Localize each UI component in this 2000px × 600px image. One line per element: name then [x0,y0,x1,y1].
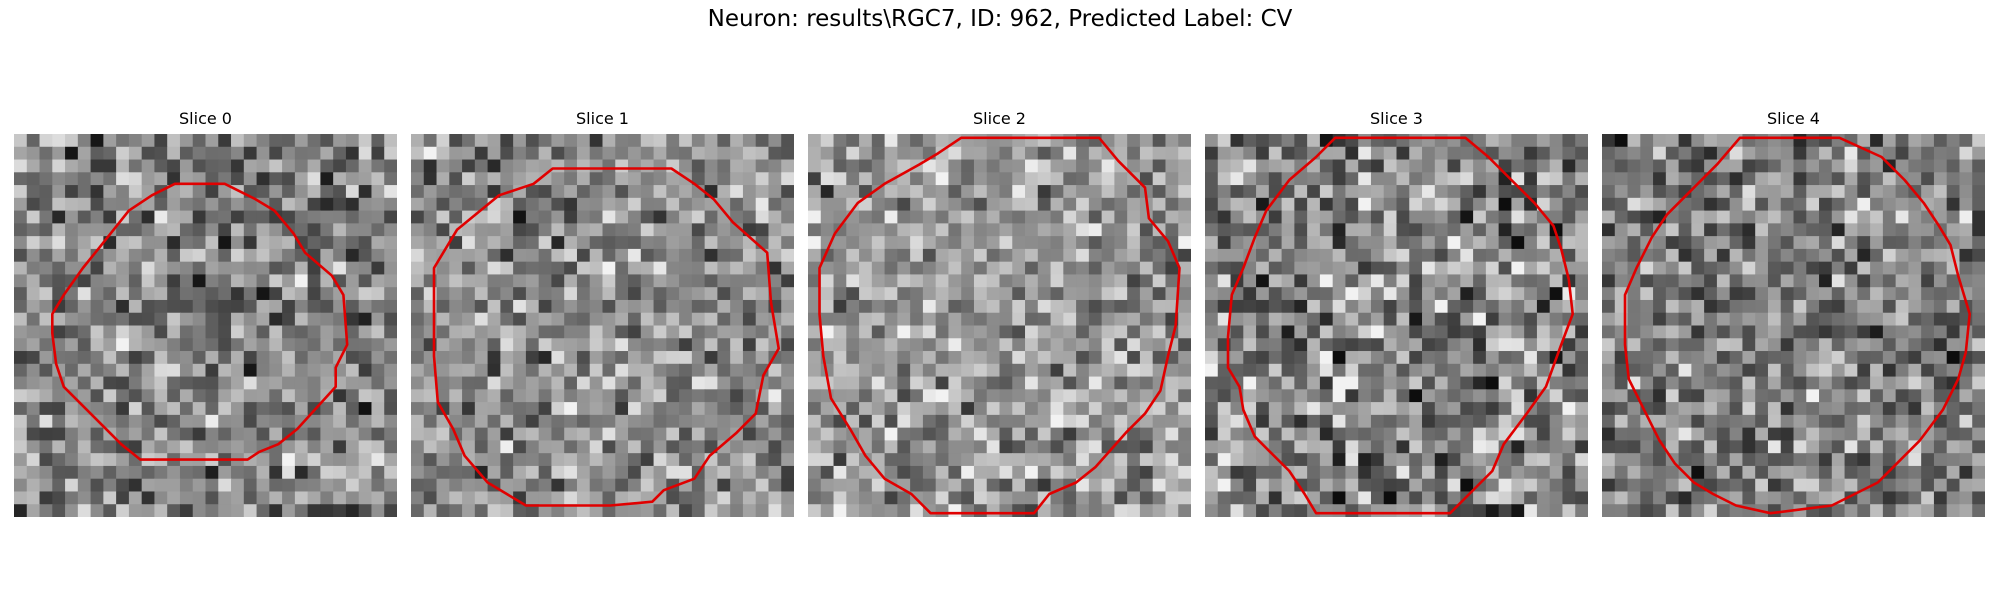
slice-panel-2: Slice 2 [808,108,1191,517]
slice-image-4 [1602,134,1985,517]
pixel-grid [1602,134,1985,517]
slice-title-1: Slice 1 [576,109,629,128]
slice-panel-1: Slice 1 [411,108,794,517]
pixel-grid [411,134,794,517]
slice-image-3 [1205,134,1588,517]
cell-contour [818,136,1181,515]
slice-image-2 [808,134,1191,517]
pixel-grid [14,134,397,517]
pixel-grid [808,134,1191,517]
cell-contour [1623,136,1972,515]
slice-title-4: Slice 4 [1767,109,1820,128]
slice-panel-0: Slice 0 [14,108,397,517]
slice-panel-3: Slice 3 [1205,108,1588,517]
figure-title: Neuron: results\RGC7, ID: 962, Predicted… [707,6,1293,32]
slice-panel-4: Slice 4 [1602,108,1985,517]
slice-title-3: Slice 3 [1370,109,1423,128]
cell-contour [1226,136,1575,515]
slice-title-2: Slice 2 [973,109,1026,128]
cell-contour [50,182,349,461]
cell-contour [432,167,781,507]
slice-image-1 [411,134,794,517]
pixel-grid [1205,134,1588,517]
slice-title-0: Slice 0 [179,109,232,128]
slice-image-0 [14,134,397,517]
